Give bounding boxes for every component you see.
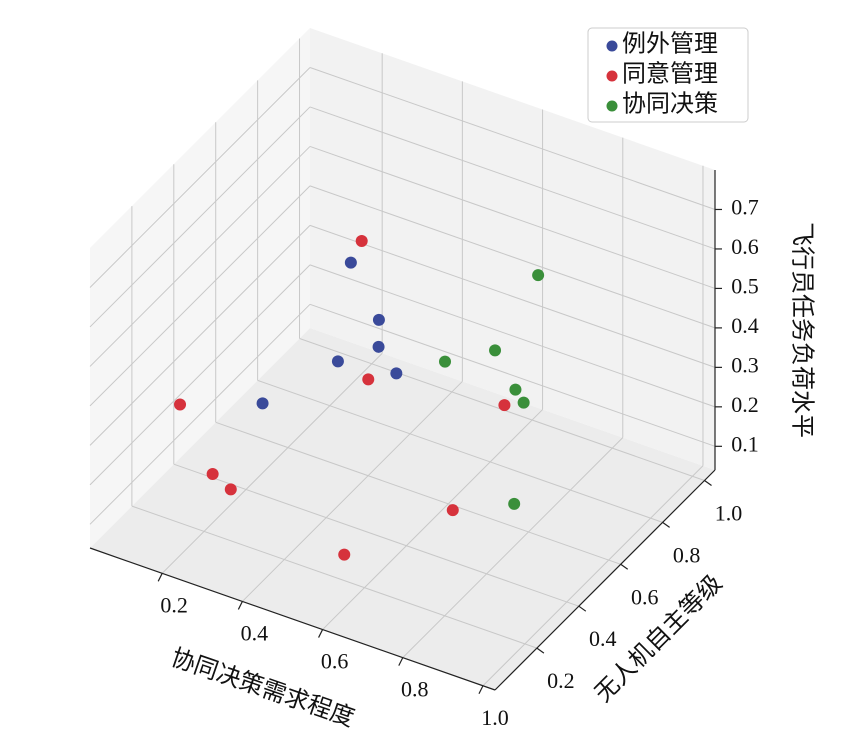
legend-marker — [606, 40, 618, 52]
z-tick-label: 0.1 — [731, 431, 759, 456]
z-tick-label: 0.4 — [731, 313, 759, 338]
grid-line — [89, 225, 311, 446]
back-pane — [310, 28, 715, 470]
grid-line — [89, 185, 311, 407]
grid-line — [89, 106, 311, 328]
y-tick-label: 0.4 — [589, 626, 617, 651]
grid-line — [309, 145, 716, 289]
grid-line — [309, 224, 716, 368]
grid-line — [173, 463, 579, 607]
grid-line — [309, 264, 716, 408]
grid-line — [161, 352, 383, 574]
tick-mark — [398, 657, 404, 666]
grid-line — [309, 106, 716, 250]
grid-line — [322, 409, 543, 630]
point — [224, 483, 237, 496]
grid-line — [215, 421, 621, 565]
tick-mark — [478, 685, 484, 695]
grid-line — [89, 67, 311, 288]
x-tick-label: 0.4 — [241, 620, 269, 645]
point — [439, 355, 452, 368]
grid-line — [131, 505, 538, 649]
x-tick-label: 1.0 — [481, 705, 509, 730]
point — [256, 397, 269, 410]
grid-line — [257, 379, 663, 523]
point — [174, 398, 187, 411]
point — [372, 313, 385, 326]
point — [509, 383, 522, 396]
point — [331, 355, 344, 368]
x-tick-label: 0.2 — [160, 592, 188, 617]
legend-label: 同意管理 — [622, 61, 718, 88]
point — [372, 340, 385, 353]
x-axis — [89, 547, 496, 691]
point — [362, 373, 375, 386]
point — [206, 468, 219, 481]
point — [498, 399, 511, 412]
y-tick-label: 0.2 — [547, 668, 575, 693]
tick-mark — [536, 647, 545, 654]
point — [355, 234, 368, 247]
point — [517, 396, 530, 409]
tick-mark — [704, 479, 712, 486]
grid-line — [89, 303, 311, 525]
y-tick-label: 1.0 — [715, 501, 743, 526]
point — [489, 344, 502, 357]
legend-label: 例外管理 — [622, 31, 718, 58]
z-tick-label: 0.6 — [731, 234, 759, 259]
legend-box — [587, 27, 749, 123]
tick-mark — [578, 605, 587, 612]
tick-mark — [318, 629, 324, 638]
grid-line — [89, 146, 311, 367]
grid-line — [402, 437, 624, 659]
point — [508, 497, 521, 510]
z-axis-label: 飞行员任务负荷水平 — [788, 222, 815, 438]
point — [390, 367, 403, 380]
y-tick-label: 0.8 — [673, 542, 701, 567]
grid-line — [309, 185, 716, 329]
z-tick-label: 0.7 — [731, 195, 759, 220]
point — [338, 548, 351, 561]
tick-mark — [662, 521, 670, 528]
grid-line — [89, 264, 311, 486]
z-tick-label: 0.3 — [731, 352, 759, 377]
legend-marker — [606, 100, 618, 112]
point — [344, 256, 357, 269]
grid-line — [309, 67, 716, 210]
grid-line — [482, 465, 704, 687]
y-tick-label: 0.6 — [631, 584, 659, 609]
tick-mark — [237, 601, 243, 610]
z-tick-label: 0.5 — [731, 273, 759, 298]
x-tick-label: 0.8 — [401, 677, 429, 702]
tick-mark — [157, 573, 163, 582]
legend-marker — [606, 70, 618, 82]
x-tick-label: 0.6 — [321, 649, 349, 674]
z-tick-label: 0.2 — [731, 392, 759, 417]
grid-line — [309, 303, 716, 447]
grid-line — [242, 381, 463, 602]
side-pane — [90, 28, 310, 548]
y-axis — [494, 469, 716, 691]
point — [446, 504, 459, 517]
tick-mark — [620, 563, 629, 570]
point — [532, 269, 545, 282]
legend-label: 协同决策 — [622, 91, 718, 118]
